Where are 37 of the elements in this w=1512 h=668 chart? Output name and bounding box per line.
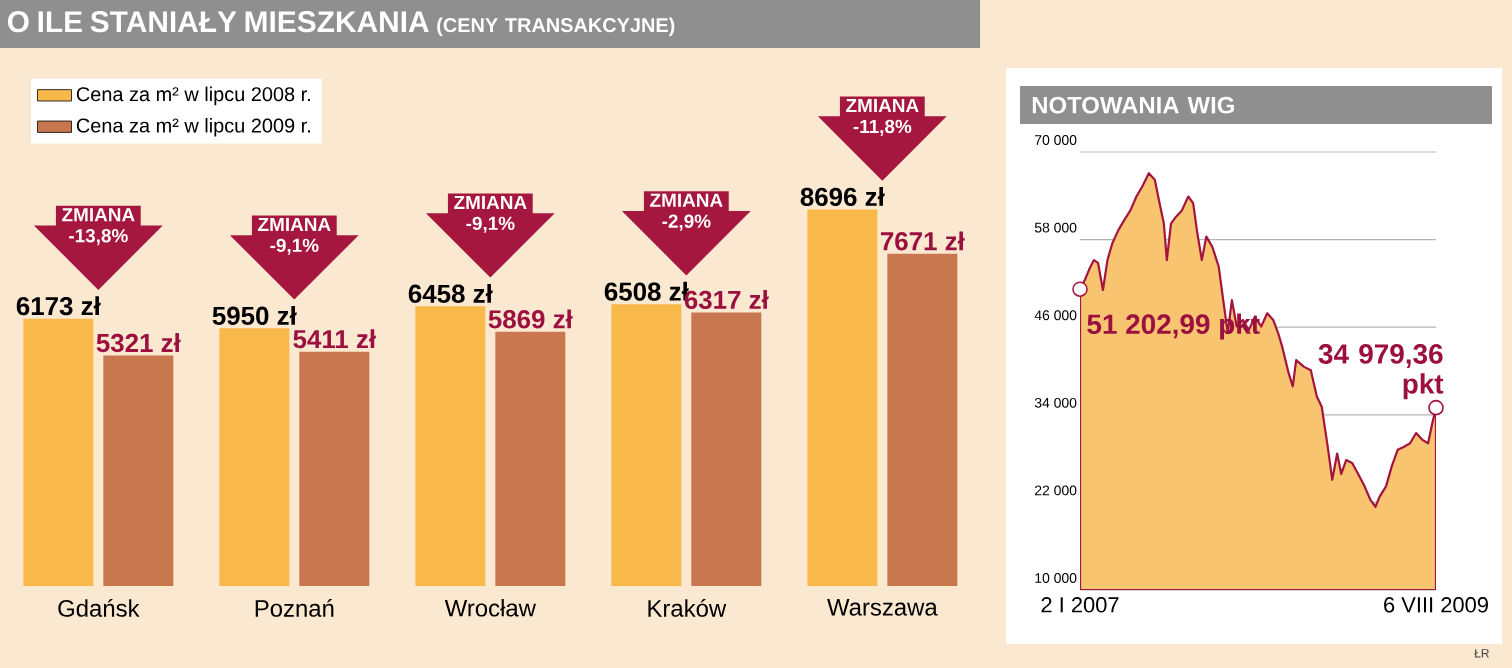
data-label: 6317 zł bbox=[684, 289, 769, 310]
annotation: ZMIANA -2,9% bbox=[650, 193, 723, 231]
x-tick-label: Kraków bbox=[648, 599, 727, 617]
text: ZMIANA -11,8% bbox=[846, 99, 919, 136]
chart-title: O ILE STANIAŁY MIESZKANIA bbox=[7, 11, 429, 33]
bar bbox=[103, 355, 174, 586]
annotation: ZMIANA -13,8% bbox=[62, 208, 135, 246]
bar bbox=[887, 253, 958, 586]
bar bbox=[495, 331, 566, 586]
chart-title: NOTOWANIA WIG bbox=[1032, 96, 1234, 114]
bar bbox=[807, 209, 878, 586]
bar bbox=[23, 318, 94, 586]
chart-subtitle: (CENY TRANSAKCYJNE) bbox=[437, 17, 675, 37]
x-tick-label: 6 VIII 2009 bbox=[1384, 597, 1488, 613]
data-label: 6458 zł bbox=[408, 283, 493, 303]
bar bbox=[299, 351, 370, 586]
bar bbox=[611, 304, 682, 586]
x-tick-label: Warszawa bbox=[827, 599, 938, 616]
x-tick-label: Wrocław bbox=[444, 599, 536, 617]
bar bbox=[691, 312, 762, 586]
data-label: 6173 zł bbox=[16, 296, 101, 316]
data-label: 5411 zł bbox=[293, 329, 376, 349]
x-tick-label: Poznań bbox=[255, 599, 334, 617]
legend-label: Cena za m² w lipcu 2009 r. bbox=[76, 118, 310, 137]
bar bbox=[415, 306, 486, 586]
data-label: 5869 zł bbox=[488, 309, 573, 329]
x-tick-label: 2 I 2007 bbox=[1041, 597, 1119, 613]
data-label: 7671 zł bbox=[880, 231, 965, 251]
annotation: 34 979,36 pkt bbox=[1318, 344, 1444, 400]
legend-label: Cena za m² w lipcu 2008 r. bbox=[76, 86, 310, 106]
data-label: 5950 zł bbox=[212, 305, 297, 325]
data-label: 5321 zł bbox=[96, 333, 181, 353]
bar bbox=[219, 328, 290, 586]
x-tick-label: Gdańsk bbox=[58, 599, 140, 617]
annotation: ZMIANA -9,1% bbox=[258, 217, 331, 255]
annotation: ZMIANA -9,1% bbox=[454, 195, 527, 233]
data-label: 8696 zł bbox=[800, 187, 885, 207]
